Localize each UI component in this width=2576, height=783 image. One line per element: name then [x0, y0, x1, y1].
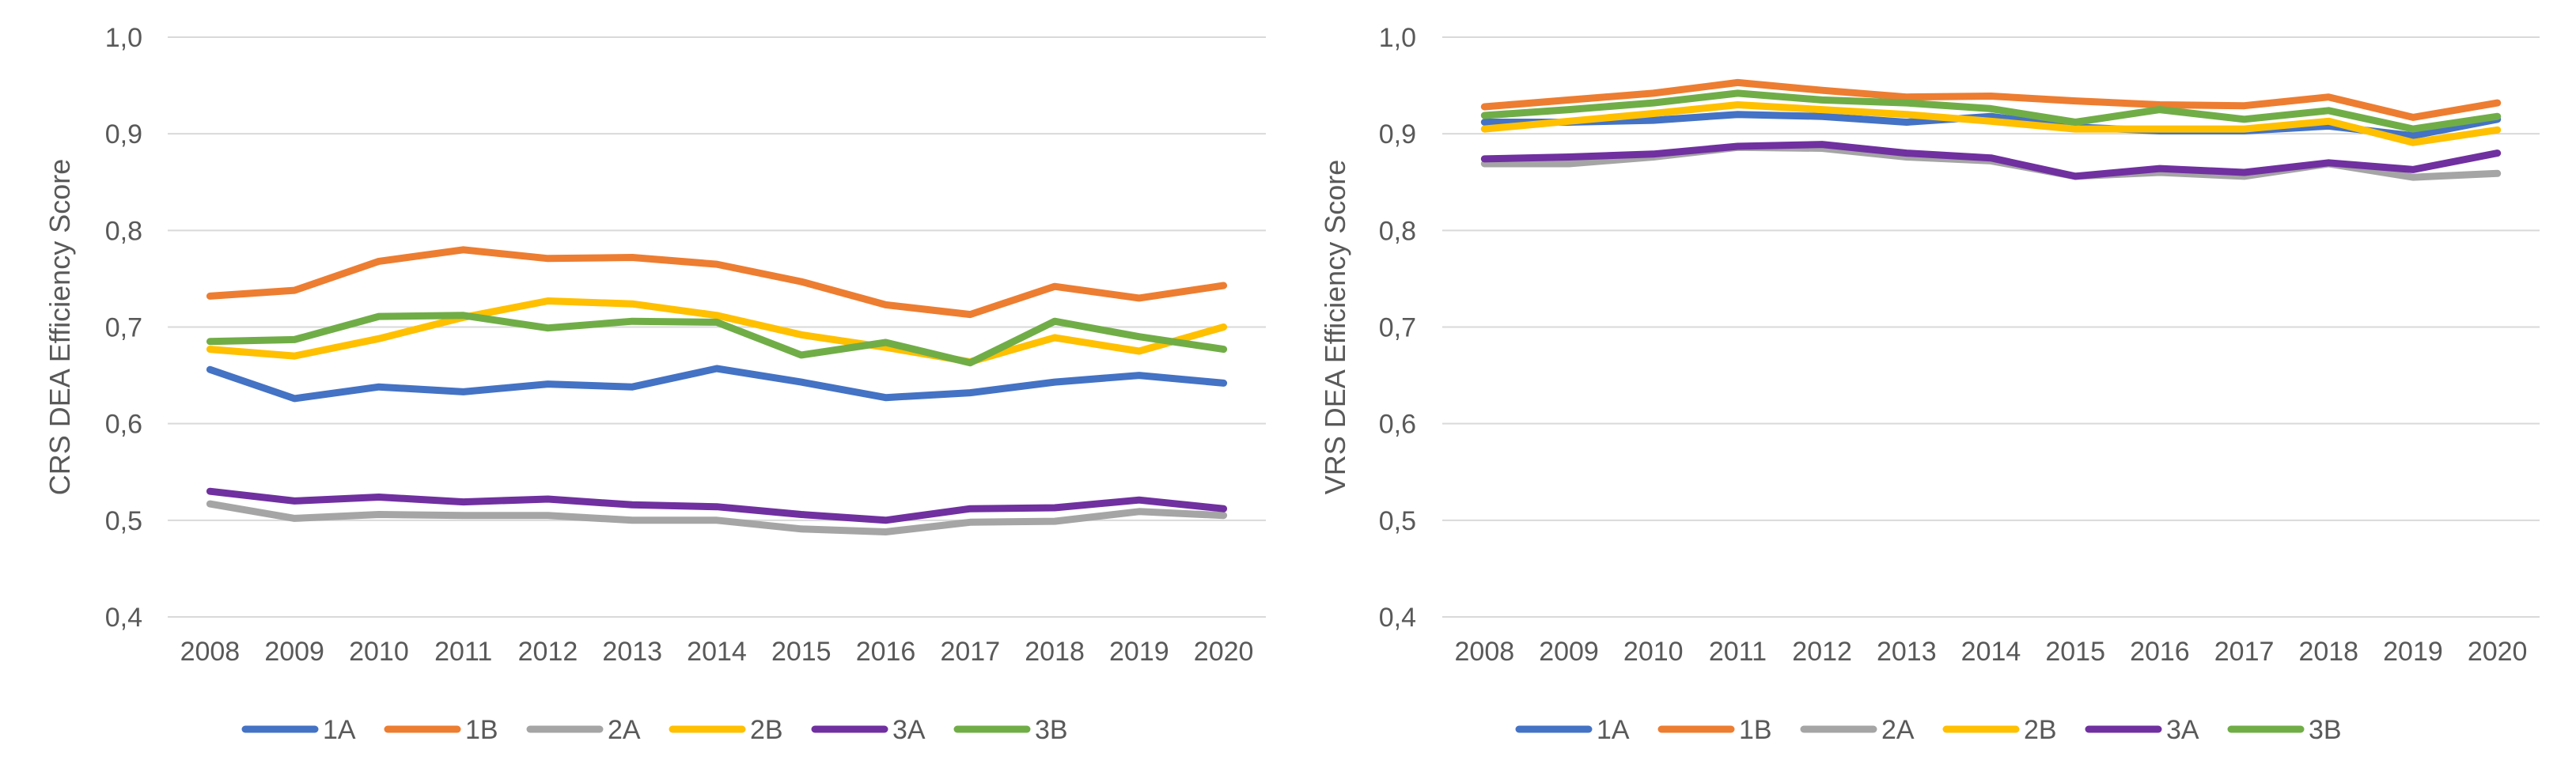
- x-tick-label: 2018: [1025, 637, 1085, 667]
- x-tick-label: 2010: [1623, 637, 1684, 667]
- series-line-1b: [206, 246, 1228, 319]
- x-tick-label: 2011: [434, 637, 492, 667]
- x-tick-label: 2014: [1961, 637, 2021, 667]
- legend-item-3b: 3B: [953, 715, 1068, 745]
- legend-label: 1A: [323, 715, 356, 745]
- series-line-1a: [1480, 111, 2502, 140]
- series-line-3a: [206, 487, 1228, 524]
- legend-item-1b: 1B: [1657, 715, 1772, 745]
- x-tick-label: 2009: [1539, 637, 1599, 667]
- legend-item-2a: 2A: [526, 715, 641, 745]
- x-tick-label: 2015: [771, 637, 832, 667]
- x-tick-label: 2012: [518, 637, 578, 667]
- y-axis-label: CRS DEA Efficiency Score: [44, 159, 76, 496]
- series-group: [206, 246, 1228, 535]
- x-axis-ticks: 2008 2009 2010 2011 2012 2013 2014 2015 2016 2017…: [180, 637, 1254, 667]
- legend-item-2a: 2A: [1800, 715, 1915, 745]
- y-tick-label: 0,8: [1379, 216, 1416, 246]
- x-tick-label: 2008: [180, 637, 241, 667]
- series-line-1a: [206, 365, 1228, 403]
- legend-label: 3B: [1035, 715, 1068, 745]
- x-tick-label: 2020: [1194, 637, 1254, 667]
- x-tick-label: 2011: [1709, 637, 1767, 667]
- y-tick-label: 0,7: [105, 313, 142, 343]
- series-line-2a: [206, 500, 1228, 535]
- legend-item-1a: 1A: [1515, 715, 1630, 745]
- legend-label: 2B: [750, 715, 783, 745]
- legend-item-3a: 3A: [2085, 715, 2199, 745]
- y-axis-ticks: 0,4 0,5 0,6 0,7 0,8 0,9 1,0: [105, 23, 142, 633]
- gridlines: [1442, 36, 2540, 618]
- legend-item-3b: 3B: [2227, 715, 2342, 745]
- x-tick-label: 2020: [2468, 637, 2528, 667]
- y-tick-label: 0,6: [1379, 410, 1416, 440]
- vrs-efficiency-chart: 0,4 0,5 0,6 0,7 0,8 0,9 1,0 VRS DEA Efficiency …: [1319, 23, 2540, 745]
- x-tick-label: 2018: [2298, 637, 2358, 667]
- legend-item-1b: 1B: [384, 715, 498, 745]
- legend-label: 2A: [608, 715, 641, 745]
- x-tick-label: 2014: [687, 637, 747, 667]
- series-line-2b: [1480, 101, 2502, 146]
- legend-item-3a: 3A: [811, 715, 926, 745]
- legend-label: 2B: [2024, 715, 2057, 745]
- series-line-3a: [1480, 141, 2502, 180]
- x-tick-label: 2010: [349, 637, 409, 667]
- legend-label: 3A: [892, 715, 926, 745]
- y-tick-label: 1,0: [1379, 23, 1416, 53]
- x-tick-label: 2016: [856, 637, 916, 667]
- legend-label: 2A: [1881, 715, 1915, 745]
- y-axis-label: VRS DEA Efficiency Score: [1319, 160, 1351, 495]
- legend-label: 1A: [1597, 715, 1630, 745]
- x-tick-label: 2015: [2045, 637, 2105, 667]
- x-tick-label: 2013: [602, 637, 662, 667]
- x-tick-label: 2019: [1109, 637, 1169, 667]
- legend-item-1a: 1A: [241, 715, 356, 745]
- legend: 1A 1B 2A 2B 3A 3B: [1515, 715, 2342, 745]
- x-tick-label: 2009: [264, 637, 324, 667]
- legend-item-2b: 2B: [669, 715, 783, 745]
- y-tick-label: 0,6: [105, 410, 142, 440]
- x-tick-label: 2013: [1877, 637, 1937, 667]
- x-tick-label: 2017: [2214, 637, 2275, 667]
- x-tick-label: 2012: [1792, 637, 1852, 667]
- legend-label: 3A: [2166, 715, 2199, 745]
- y-tick-label: 0,7: [1379, 313, 1416, 343]
- y-tick-label: 0,4: [1379, 603, 1416, 633]
- legend-label: 1B: [1739, 715, 1772, 745]
- y-tick-label: 1,0: [105, 23, 142, 53]
- y-tick-label: 0,4: [105, 603, 142, 633]
- y-tick-label: 0,9: [1379, 119, 1416, 149]
- x-axis-ticks: 2008 2009 2010 2011 2012 2013 2014 2015 2016 2017…: [1455, 637, 2528, 667]
- x-tick-label: 2019: [2383, 637, 2443, 667]
- series-group: [1480, 78, 2502, 181]
- y-tick-label: 0,5: [105, 506, 142, 536]
- series-line-3b: [1480, 89, 2502, 133]
- legend: 1A 1B 2A 2B 3A 3B: [241, 715, 1068, 745]
- series-line-3b: [206, 312, 1228, 367]
- y-tick-label: 0,8: [105, 216, 142, 246]
- y-axis-ticks: 0,4 0,5 0,6 0,7 0,8 0,9 1,0: [1379, 23, 1416, 633]
- series-line-1b: [1480, 78, 2502, 121]
- legend-label: 3B: [2309, 715, 2342, 745]
- legend-item-2b: 2B: [1942, 715, 2057, 745]
- crs-efficiency-chart: 0,4 0,5 0,6 0,7 0,8 0,9 1,0 CRS DEA Efficiency …: [44, 23, 1266, 745]
- y-tick-label: 0,5: [1379, 506, 1416, 536]
- x-tick-label: 2008: [1455, 637, 1515, 667]
- legend-label: 1B: [465, 715, 498, 745]
- y-tick-label: 0,9: [105, 119, 142, 149]
- series-line-2b: [206, 297, 1228, 365]
- x-tick-label: 2016: [2130, 637, 2190, 667]
- x-tick-label: 2017: [940, 637, 1000, 667]
